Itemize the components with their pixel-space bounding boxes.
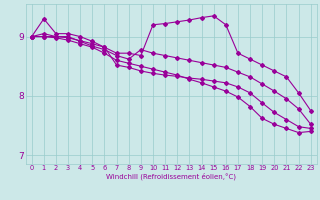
X-axis label: Windchill (Refroidissement éolien,°C): Windchill (Refroidissement éolien,°C) (106, 173, 236, 180)
